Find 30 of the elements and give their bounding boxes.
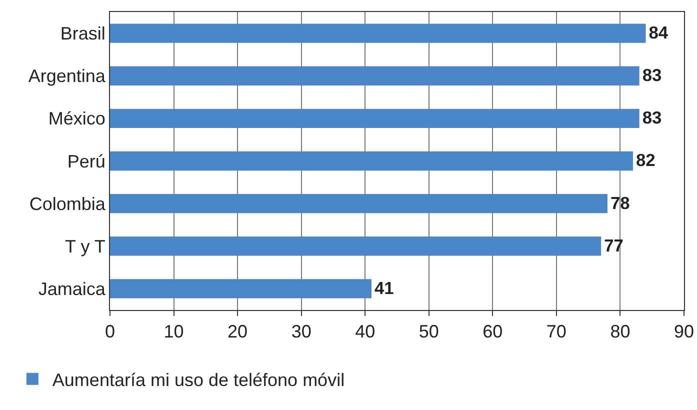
bar bbox=[110, 24, 646, 43]
data-label: 84 bbox=[648, 22, 668, 43]
y-tick-label: Perú bbox=[67, 151, 106, 172]
data-label: 41 bbox=[374, 278, 394, 298]
bar bbox=[110, 66, 640, 86]
data-label: 83 bbox=[642, 65, 662, 86]
x-tick-label: 20 bbox=[228, 322, 248, 342]
x-tick-label: 80 bbox=[610, 322, 630, 342]
x-tick-label: 0 bbox=[104, 322, 116, 342]
x-tick-label: 30 bbox=[291, 322, 312, 342]
x-tick-label: 70 bbox=[546, 322, 566, 342]
x-tick-label: 40 bbox=[355, 322, 376, 342]
y-tick-label: Jamaica bbox=[38, 279, 106, 300]
data-label: 82 bbox=[636, 150, 656, 170]
bar bbox=[110, 279, 372, 298]
x-tick-label: 10 bbox=[164, 322, 184, 342]
x-tick-label: 60 bbox=[482, 322, 503, 342]
bar bbox=[110, 108, 640, 128]
x-tick-label: 90 bbox=[674, 322, 694, 342]
y-tick-label: México bbox=[48, 108, 106, 129]
bar bbox=[110, 194, 608, 214]
bar bbox=[110, 151, 633, 171]
bar bbox=[110, 236, 602, 256]
y-tick-label: Colombia bbox=[29, 194, 106, 214]
data-label: 83 bbox=[642, 108, 662, 128]
x-tick-label: 50 bbox=[418, 322, 439, 342]
y-tick-label: Argentina bbox=[28, 66, 106, 86]
legend-label: Aumentaría mi uso de teléfono móvil bbox=[52, 370, 345, 390]
y-tick-label: Brasil bbox=[60, 24, 106, 44]
y-tick-label: T y T bbox=[65, 236, 106, 256]
